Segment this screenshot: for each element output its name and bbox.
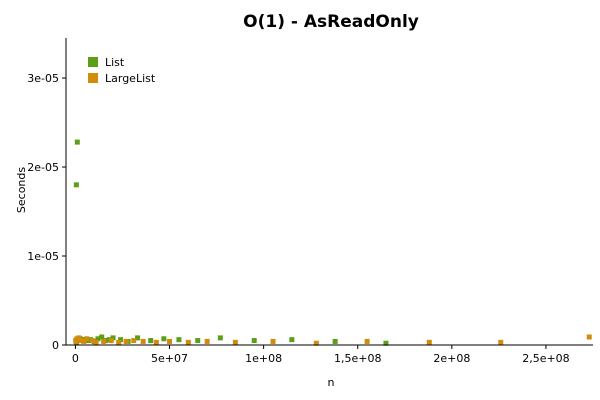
data-point <box>232 339 238 345</box>
data-point <box>332 338 338 344</box>
data-point <box>498 339 504 345</box>
y-tick-label: 0 <box>52 339 59 352</box>
data-point <box>131 338 137 344</box>
x-tick-label: 1e+08 <box>245 352 282 365</box>
data-point <box>153 339 159 345</box>
legend-label-largelist: LargeList <box>105 72 156 85</box>
data-point <box>93 339 99 345</box>
data-point <box>140 338 146 344</box>
data-point <box>95 336 101 342</box>
y-axis-ticks: 0 1e-05 2e-05 3e-05 <box>27 72 66 352</box>
data-point <box>195 338 201 344</box>
legend-swatch-largelist <box>88 73 98 83</box>
x-axis-ticks: 0 5e+07 1e+08 1,5e+08 2e+08 2,5e+08 <box>72 345 570 365</box>
legend: List LargeList <box>88 56 156 85</box>
data-point <box>586 334 592 340</box>
data-point <box>81 338 87 344</box>
data-point <box>78 338 84 344</box>
plot-area <box>73 139 592 346</box>
data-point <box>76 335 82 341</box>
data-point <box>364 338 370 344</box>
x-tick-label: 2,5e+08 <box>522 352 569 365</box>
data-point <box>217 335 223 341</box>
data-point <box>185 339 191 345</box>
data-point <box>383 340 389 346</box>
data-point <box>74 139 80 145</box>
data-point <box>89 338 95 344</box>
data-point <box>73 338 79 344</box>
data-point <box>101 338 107 344</box>
x-tick-label: 0 <box>72 352 79 365</box>
data-point <box>118 337 124 343</box>
data-point <box>110 335 116 341</box>
data-point <box>135 335 141 341</box>
data-point <box>176 337 182 343</box>
legend-swatch-list <box>88 57 98 67</box>
data-point <box>148 338 154 344</box>
series-list <box>73 139 389 346</box>
data-point <box>161 336 167 342</box>
y-tick-label: 2e-05 <box>27 161 59 174</box>
data-point <box>426 339 432 345</box>
data-point <box>116 339 122 345</box>
y-tick-label: 3e-05 <box>27 72 59 85</box>
series-largelist <box>73 334 592 346</box>
x-tick-label: 5e+07 <box>151 352 188 365</box>
data-point <box>289 337 295 343</box>
x-axis-label: n <box>328 376 335 389</box>
data-point <box>313 340 319 346</box>
axes <box>65 38 593 346</box>
data-point <box>251 338 257 344</box>
chart-title: O(1) - AsReadOnly <box>243 12 419 32</box>
data-point <box>108 338 114 344</box>
legend-label-list: List <box>105 56 125 69</box>
data-point <box>204 338 210 344</box>
data-point <box>99 334 105 340</box>
data-point <box>123 338 129 344</box>
data-point <box>84 336 90 342</box>
x-tick-label: 1,5e+08 <box>334 352 381 365</box>
y-tick-label: 1e-05 <box>27 250 59 263</box>
data-point <box>73 182 79 188</box>
x-tick-label: 2e+08 <box>433 352 470 365</box>
data-point <box>167 338 173 344</box>
y-axis-label: Seconds <box>15 167 28 213</box>
data-point <box>270 338 276 344</box>
